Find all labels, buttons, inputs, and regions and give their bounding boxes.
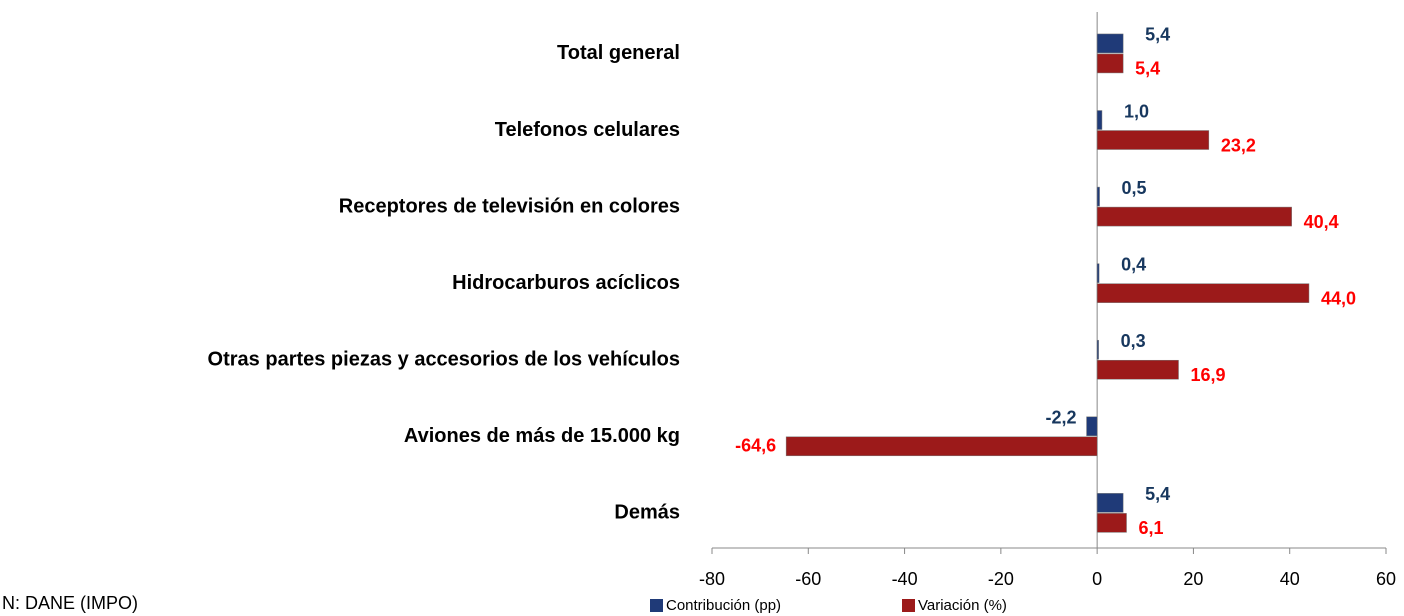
value-label: 0,5: [1122, 178, 1147, 198]
category-label: Otras partes piezas y accesorios de los …: [208, 349, 680, 371]
x-tick-label: 60: [1376, 569, 1396, 589]
bar: [1096, 130, 1210, 150]
x-tick-label: -20: [988, 569, 1014, 589]
bar: [785, 436, 1098, 457]
legend-swatch: [902, 599, 915, 612]
bar: [1096, 186, 1100, 207]
bar: [1096, 53, 1124, 74]
category-label: Demás: [614, 502, 680, 524]
value-label: 16,9: [1191, 365, 1226, 385]
category-label: Total general: [557, 42, 680, 64]
category-label: Receptores de televisión en colores: [339, 195, 680, 217]
bar: [1096, 493, 1124, 513]
x-tick-label: -80: [699, 569, 725, 589]
bar: [1096, 110, 1103, 130]
value-label: -64,6: [735, 436, 776, 456]
bar: [1096, 33, 1124, 54]
value-label: 40,4: [1304, 212, 1339, 232]
value-label: 1,0: [1124, 101, 1149, 121]
x-tick-label: -40: [892, 569, 918, 589]
legend-label: Contribución (pp): [666, 597, 781, 614]
bar: [1096, 359, 1179, 380]
bar: [1096, 513, 1127, 533]
value-label: 6,1: [1139, 518, 1164, 538]
x-tick-label: -60: [795, 569, 821, 589]
bar: [1086, 416, 1098, 437]
value-label: 23,2: [1221, 135, 1256, 155]
x-tick-label: 40: [1280, 569, 1300, 589]
bar: [1096, 283, 1310, 303]
value-label: 5,4: [1135, 59, 1160, 79]
source-note: N: DANE (IMPO): [2, 593, 138, 613]
bar: [1096, 263, 1100, 283]
category-label: Hidrocarburos acíclicos: [452, 272, 680, 294]
bar: [1096, 206, 1292, 227]
value-label: 0,3: [1121, 331, 1146, 351]
legend-swatch: [650, 599, 663, 612]
category-label: Aviones de más de 15.000 kg: [404, 425, 680, 447]
value-label: 44,0: [1321, 288, 1356, 308]
value-label: 0,4: [1121, 254, 1146, 274]
value-label: -2,2: [1046, 408, 1077, 428]
value-label: 5,4: [1145, 25, 1170, 45]
legend-label: Variación (%): [918, 597, 1007, 614]
x-tick-label: 0: [1092, 569, 1102, 589]
bar: [1096, 339, 1099, 360]
x-tick-label: 20: [1183, 569, 1203, 589]
category-label: Telefonos celulares: [495, 119, 680, 141]
value-label: 5,4: [1145, 484, 1170, 504]
